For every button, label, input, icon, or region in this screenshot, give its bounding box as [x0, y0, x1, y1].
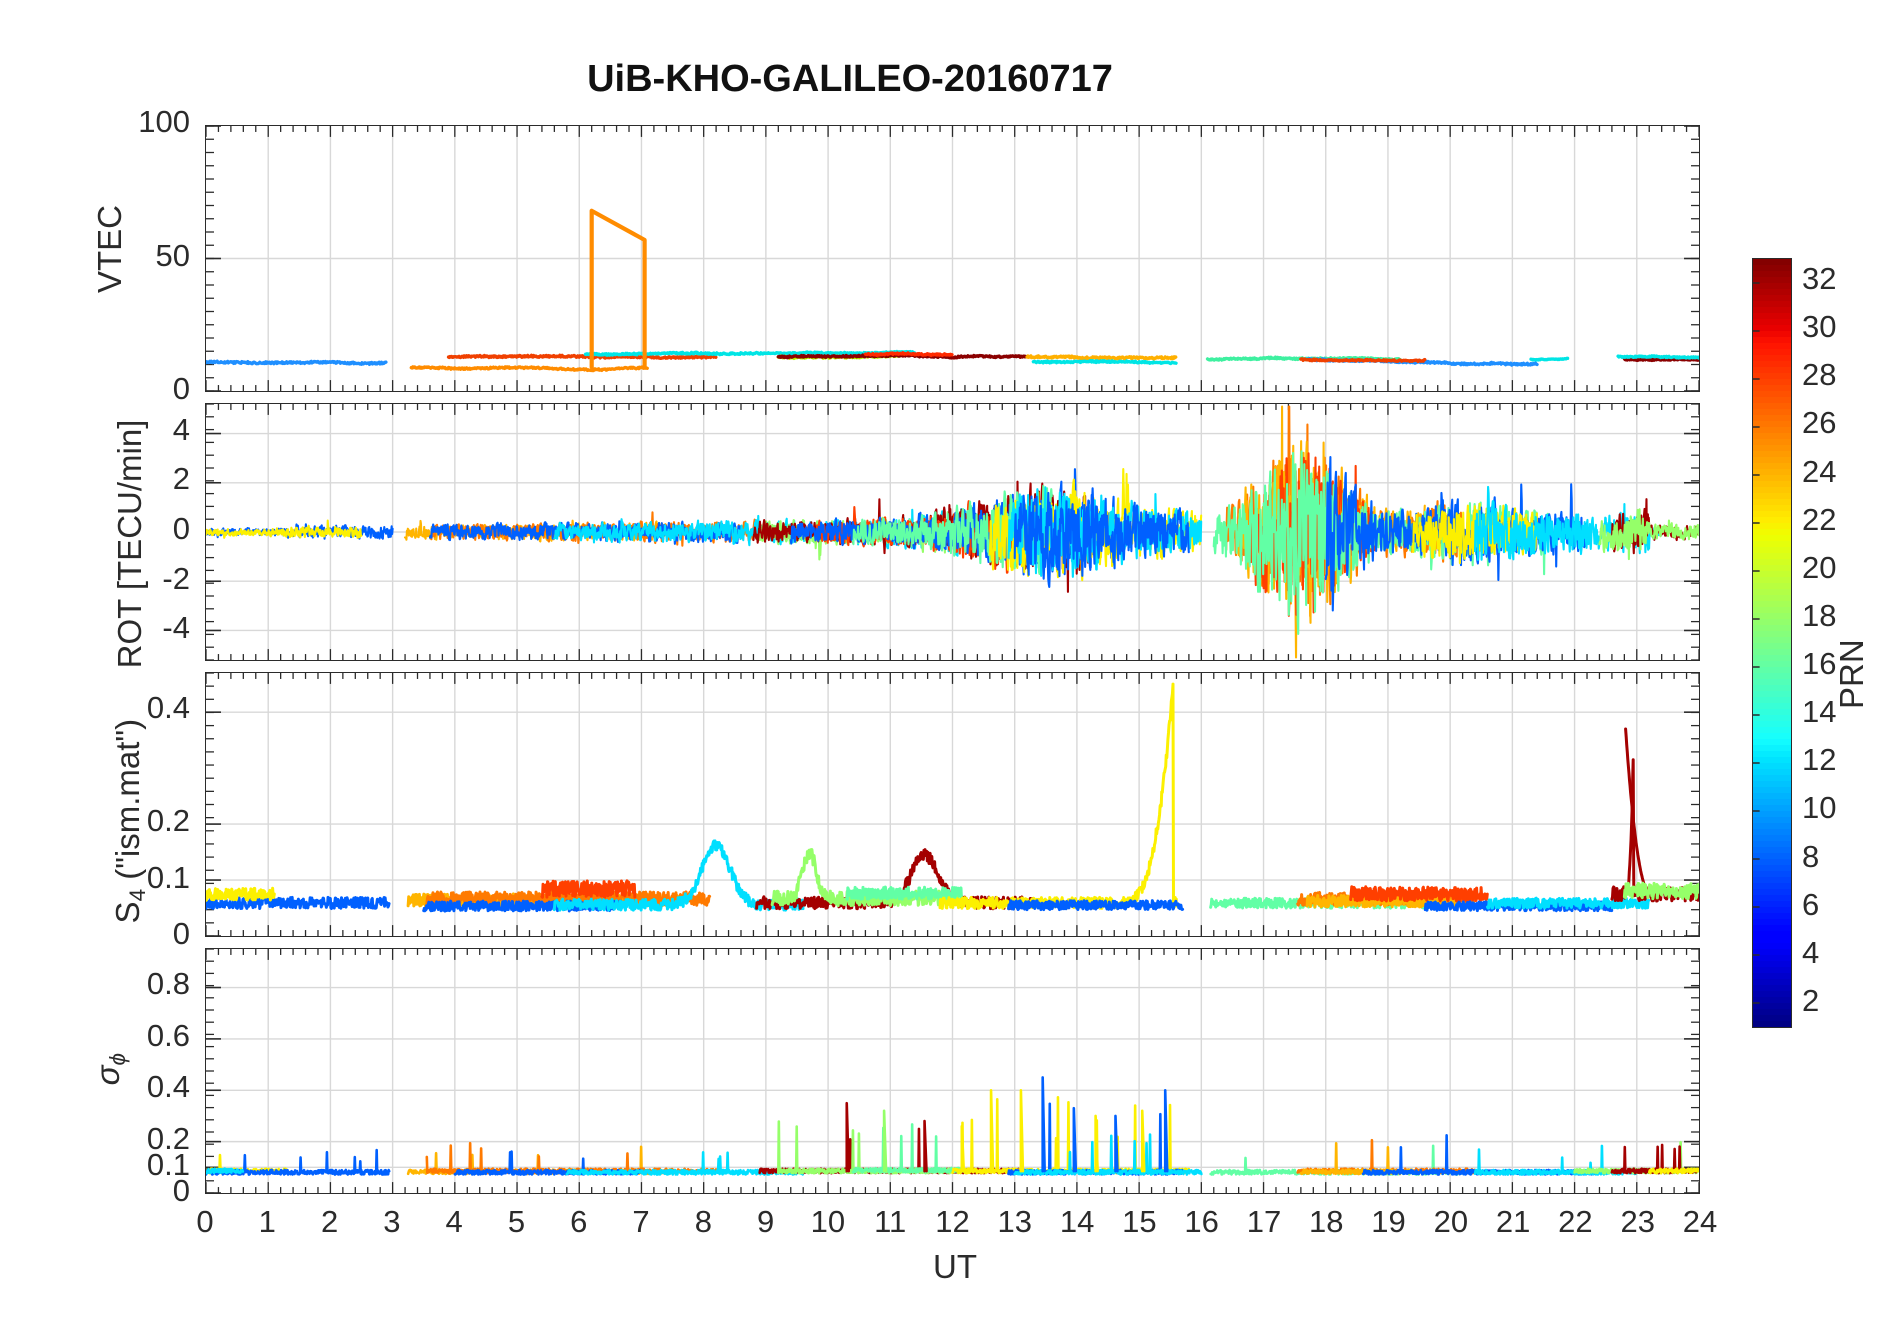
colorbar-tick: 2 [1802, 982, 1820, 1018]
x-axis-tick: 3 [383, 1204, 401, 1239]
panel-s4 [205, 672, 1700, 937]
panel-sigma-phi-ytick: 0.6 [146, 1017, 190, 1053]
page-title: UiB-KHO-GALILEO-20160717 [587, 58, 1113, 100]
x-axis-tick: 14 [1059, 1204, 1095, 1239]
x-axis-tick: 12 [935, 1204, 970, 1239]
panel-rot-ytick: 2 [172, 461, 190, 497]
colorbar-tick: 6 [1802, 886, 1820, 922]
colorbar-tick: 8 [1802, 838, 1820, 874]
panel-vtec [205, 125, 1700, 392]
x-axis-tick: 13 [997, 1204, 1033, 1239]
x-axis-tick: 19 [1371, 1204, 1406, 1239]
colorbar-tick: 10 [1802, 790, 1837, 826]
panel-sigma-phi [205, 948, 1700, 1194]
x-axis-tick: 16 [1184, 1204, 1219, 1239]
x-axis-tick: 7 [632, 1204, 650, 1239]
x-axis-tick: 17 [1246, 1204, 1282, 1239]
x-axis-tick: 2 [320, 1204, 339, 1239]
panel-s4-ytick: 0.1 [146, 859, 190, 895]
colorbar-tick: 12 [1802, 742, 1837, 778]
colorbar-label: PRN [1833, 639, 1870, 709]
colorbar-tick: 22 [1802, 501, 1837, 537]
x-axis-tick: 0 [196, 1204, 214, 1239]
panel-s4-ytick: 0.2 [146, 803, 190, 839]
panel-rot-ytick: -4 [162, 610, 190, 646]
panel-vtec-ytick: 0 [172, 371, 190, 406]
panel-sigma-phi-ytick: 0.2 [146, 1121, 190, 1157]
x-axis-tick: 20 [1433, 1204, 1469, 1239]
x-axis-tick: 8 [694, 1204, 712, 1239]
x-axis-tick: 18 [1309, 1204, 1344, 1239]
panel-vtec-ytick: 100 [138, 104, 190, 139]
x-axis-tick: 23 [1620, 1204, 1655, 1239]
panel-rot-ytick: 0 [172, 511, 190, 546]
panel-rot-ytick: 4 [172, 411, 190, 447]
panel-s4-ytick: 0.4 [146, 690, 190, 726]
colorbar[interactable] [1752, 258, 1792, 1028]
x-axis-tick: 15 [1122, 1204, 1157, 1239]
colorbar-tick: 26 [1802, 405, 1837, 441]
x-axis-tick: 10 [810, 1204, 846, 1239]
panel-rot [205, 403, 1700, 661]
colorbar-tick: 14 [1802, 694, 1837, 730]
panel-vtec-ytick: 50 [155, 237, 190, 273]
panel-sigma-phi-ytick: 0.8 [146, 965, 190, 1001]
panel-rot-ytick: -2 [162, 560, 190, 596]
x-axis-tick: 21 [1495, 1204, 1531, 1239]
x-axis-label: UT [933, 1248, 977, 1285]
panel-sigma-phi-ytick: 0 [172, 1173, 190, 1208]
x-axis-tick: 11 [874, 1204, 907, 1239]
x-axis-tick: 24 [1682, 1204, 1718, 1239]
panel-sigma-phi-ytick: 0.1 [146, 1147, 190, 1183]
colorbar-tick: 24 [1802, 453, 1837, 489]
colorbar-tick: 18 [1802, 597, 1837, 633]
colorbar-tick: 32 [1802, 261, 1837, 297]
panel-sigma-phi-ytick: 0.4 [146, 1069, 190, 1105]
x-axis-tick: 4 [445, 1204, 463, 1239]
colorbar-tick: 30 [1802, 309, 1837, 345]
panel-s4-ytick: 0 [172, 916, 190, 951]
colorbar-tick: 16 [1802, 646, 1837, 682]
colorbar-tick: 28 [1802, 357, 1837, 393]
x-axis-tick: 5 [507, 1204, 526, 1239]
colorbar-tick: 4 [1802, 934, 1820, 970]
x-axis-tick: 9 [757, 1204, 775, 1239]
x-axis-tick: 1 [258, 1204, 276, 1239]
colorbar-tick: 20 [1802, 549, 1837, 585]
x-axis-tick: 6 [570, 1204, 588, 1239]
x-axis-tick: 22 [1558, 1204, 1593, 1239]
